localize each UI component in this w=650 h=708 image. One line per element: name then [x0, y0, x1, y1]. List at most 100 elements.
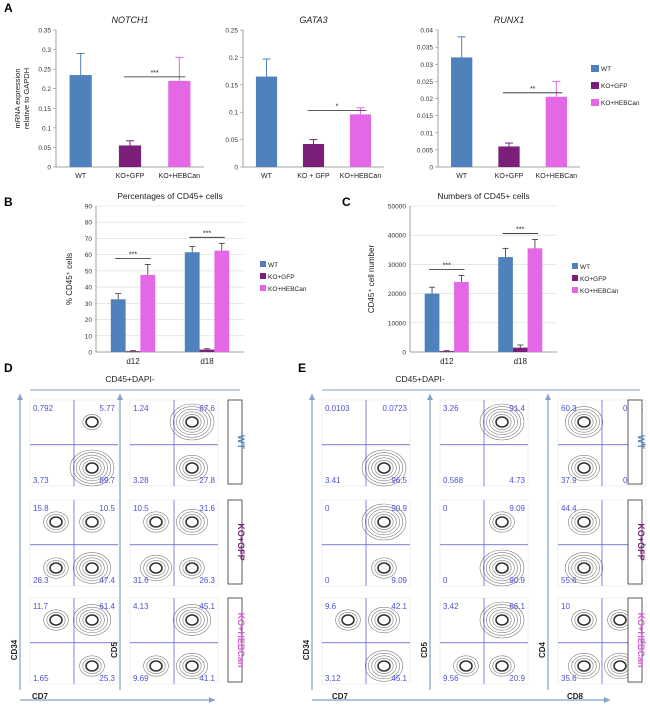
contour-ring: [176, 652, 208, 680]
contour-ring: [364, 506, 404, 538]
contour-ring: [172, 604, 212, 636]
contour-ring: [143, 511, 169, 533]
bar-ko-hebcan: [168, 80, 191, 167]
quadrant-value: 9.56: [443, 674, 459, 683]
contour-ring: [564, 552, 604, 584]
contour-ring: [486, 554, 518, 582]
quadrant-value: 44.4: [561, 504, 577, 513]
contour-ring: [492, 560, 512, 576]
contour-ring: [495, 660, 509, 672]
y-tick-label: 20: [85, 317, 93, 324]
contour-ring: [182, 514, 202, 530]
y-tick-label: 40000: [388, 233, 406, 240]
panel-letter-c: C: [342, 195, 351, 209]
bar-ko-gfp-d18: [199, 349, 215, 352]
contour-ring: [374, 514, 394, 530]
contour-ring: [176, 408, 208, 436]
contour-ring: [179, 457, 205, 479]
quadrant-value: 0: [325, 576, 330, 585]
quadrant-value: 10.5: [133, 504, 149, 513]
contour-ring: [482, 552, 522, 584]
contour-ring: [185, 462, 199, 474]
quadrant-value: 55.6: [561, 576, 577, 585]
flow-plot-d-r3-c1: 11.7 61.4 1.65 25.3: [29, 597, 119, 685]
contour-ring: [179, 609, 205, 631]
x-tick-label: d18: [514, 357, 528, 366]
contour-ring: [568, 554, 600, 582]
quadrant-value: 67.6: [199, 404, 215, 413]
legend-label: KO+GFP: [601, 83, 628, 90]
flow-title: CD45+DAPI-: [395, 374, 445, 384]
contour-ring: [374, 612, 394, 628]
contour-ring: [69, 449, 115, 487]
contour-ring: [49, 562, 63, 574]
contour-ring: [371, 557, 397, 579]
flow-plot-e-r3-c1: 9.6 42.1 3.12 45.1: [321, 597, 411, 685]
contour-ring: [43, 609, 69, 631]
contour-ring: [577, 416, 591, 428]
significance-mark: ***: [516, 227, 524, 234]
contour-ring: [43, 557, 69, 579]
contour-ring: [568, 454, 600, 482]
contour-ring: [146, 514, 166, 530]
quadrant-value: 90.9: [391, 504, 407, 513]
significance-mark: ***: [129, 251, 137, 258]
contour-ring: [368, 606, 400, 634]
flow-plot-d-r1-c1: 0.792 5.77 3.73 89.7: [29, 399, 119, 487]
contour-ring: [82, 514, 102, 530]
y-tick-label: 10000: [388, 320, 406, 327]
legend-label: WT: [601, 66, 611, 73]
bar-wt: [451, 57, 473, 167]
y-tick-label: 0.25: [38, 67, 51, 74]
y-tick-label: 0.1: [229, 110, 238, 117]
quadrant-value: 1.65: [33, 674, 49, 683]
chart-title: Numbers of CD45+ cells: [437, 191, 529, 201]
contour-ring: [182, 460, 202, 476]
contour-ring: [571, 655, 597, 677]
contour-ring: [492, 514, 512, 530]
y-tick-label: 80: [85, 220, 93, 227]
y-axis-label: mRNA expressionrelative to GAPDH: [13, 68, 31, 129]
quadrant-value: 0.568: [443, 476, 464, 485]
contour-ring: [79, 609, 105, 631]
legend-label: KO+HEBCan: [601, 100, 640, 107]
row-label-frame: [627, 597, 643, 683]
x-axis-arrow-head: [604, 697, 610, 703]
contour-ring: [185, 614, 199, 626]
contour-ring: [574, 514, 594, 530]
y-axis-label-line: relative to GAPDH: [22, 68, 31, 129]
y-axis-arrow-head: [545, 394, 551, 400]
contour-ring: [571, 411, 597, 433]
quadrant-value: 60.3: [561, 404, 577, 413]
quadrant-value: 4.13: [133, 602, 149, 611]
contour-ring: [574, 658, 594, 674]
contour-ring: [169, 403, 215, 441]
quadrant-value: 3.26: [443, 404, 459, 413]
contour-ring: [338, 612, 358, 628]
contour-ring: [79, 655, 105, 677]
y-tick-label: 70: [85, 236, 93, 243]
contour-ring: [371, 655, 397, 677]
x-tick-label: WT: [261, 173, 273, 180]
row-label: WT: [236, 435, 246, 449]
x-axis-label: CD7: [32, 692, 49, 701]
row-label: KO+HEBCan: [636, 613, 646, 668]
contour-ring: [185, 516, 199, 528]
bar-ko-gfp-d12: [439, 351, 455, 353]
contour-ring: [571, 557, 597, 579]
contour-ring: [574, 560, 594, 576]
legend-swatch: [572, 275, 578, 281]
y-axis-label: CD5: [110, 641, 119, 658]
y-tick-label: 0.05: [38, 145, 51, 152]
y-tick-label: 30: [85, 301, 93, 308]
y-tick-label: 0.05: [225, 137, 238, 144]
quadrant-value: 41.1: [199, 674, 215, 683]
contour-ring: [182, 560, 202, 576]
significance-mark: ***: [151, 70, 159, 77]
contour-ring: [82, 414, 102, 430]
contour-ring: [179, 411, 205, 433]
flow-title: CD45+DAPI-: [105, 374, 155, 384]
legend-swatch: [260, 273, 266, 279]
contour-ring: [46, 514, 66, 530]
